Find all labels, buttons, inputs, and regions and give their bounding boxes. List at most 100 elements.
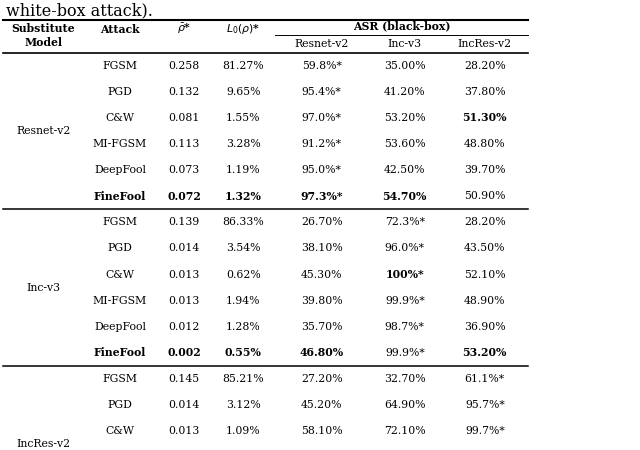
Text: 1.94%: 1.94% bbox=[226, 296, 260, 306]
Text: 53.20%: 53.20% bbox=[463, 347, 507, 358]
Text: 1.32%: 1.32% bbox=[225, 191, 262, 202]
Text: 0.002: 0.002 bbox=[167, 347, 201, 358]
Text: 99.9%*: 99.9%* bbox=[385, 348, 425, 358]
Text: 0.014: 0.014 bbox=[168, 400, 200, 410]
Text: 0.081: 0.081 bbox=[168, 113, 200, 123]
Text: 52.10%: 52.10% bbox=[464, 270, 506, 279]
Text: 0.145: 0.145 bbox=[168, 374, 200, 384]
Text: 72.3%*: 72.3%* bbox=[385, 217, 425, 227]
Text: 85.21%: 85.21% bbox=[222, 374, 264, 384]
Text: 51.30%: 51.30% bbox=[463, 112, 507, 123]
Text: FGSM: FGSM bbox=[102, 374, 138, 384]
Text: 81.27%: 81.27% bbox=[222, 61, 264, 71]
Text: 0.113: 0.113 bbox=[168, 139, 200, 149]
Text: PGD: PGD bbox=[108, 243, 132, 253]
Text: 64.90%: 64.90% bbox=[384, 400, 426, 410]
Text: 97.0%*: 97.0%* bbox=[301, 113, 342, 123]
Text: 28.20%: 28.20% bbox=[464, 217, 506, 227]
Text: 35.00%: 35.00% bbox=[384, 61, 426, 71]
Text: 9.65%: 9.65% bbox=[226, 87, 260, 97]
Text: IncRes-v2: IncRes-v2 bbox=[16, 439, 70, 449]
Text: PGD: PGD bbox=[108, 400, 132, 410]
Text: 0.073: 0.073 bbox=[168, 165, 200, 175]
Text: 28.20%: 28.20% bbox=[464, 61, 506, 71]
Text: 0.55%: 0.55% bbox=[225, 347, 262, 358]
Text: 0.62%: 0.62% bbox=[226, 270, 260, 279]
Text: 61.1%*: 61.1%* bbox=[465, 374, 505, 384]
Text: 0.013: 0.013 bbox=[168, 270, 200, 279]
Text: C&W: C&W bbox=[106, 270, 134, 279]
Text: Inc-v3: Inc-v3 bbox=[26, 283, 60, 293]
Text: 38.10%: 38.10% bbox=[301, 243, 342, 253]
Text: 26.70%: 26.70% bbox=[301, 217, 342, 227]
Text: 41.20%: 41.20% bbox=[384, 87, 426, 97]
Text: 95.7%*: 95.7%* bbox=[465, 400, 505, 410]
Text: 27.20%: 27.20% bbox=[301, 374, 342, 384]
Text: Attack: Attack bbox=[100, 24, 140, 35]
Text: 58.10%: 58.10% bbox=[301, 426, 342, 436]
Text: 3.12%: 3.12% bbox=[226, 400, 260, 410]
Text: 54.70%: 54.70% bbox=[383, 191, 427, 202]
Text: 100%*: 100%* bbox=[385, 269, 424, 280]
Text: 50.90%: 50.90% bbox=[464, 191, 506, 201]
Text: 97.3%*: 97.3%* bbox=[300, 191, 343, 202]
Text: 0.013: 0.013 bbox=[168, 426, 200, 436]
Text: 39.70%: 39.70% bbox=[464, 165, 506, 175]
Text: 0.132: 0.132 bbox=[168, 87, 200, 97]
Text: 43.50%: 43.50% bbox=[464, 243, 506, 253]
Text: 95.0%*: 95.0%* bbox=[301, 165, 342, 175]
Text: ASR (black-box): ASR (black-box) bbox=[353, 21, 451, 32]
Text: IncRes-v2: IncRes-v2 bbox=[458, 39, 512, 49]
Text: FGSM: FGSM bbox=[102, 61, 138, 71]
Text: MI-FGSM: MI-FGSM bbox=[93, 296, 147, 306]
Text: 96.0%*: 96.0%* bbox=[385, 243, 425, 253]
Text: 36.90%: 36.90% bbox=[464, 322, 506, 332]
Text: Resnet-v2: Resnet-v2 bbox=[16, 126, 70, 136]
Text: FineFool: FineFool bbox=[94, 191, 146, 202]
Text: FineFool: FineFool bbox=[94, 347, 146, 358]
Text: DeepFool: DeepFool bbox=[94, 322, 146, 332]
Text: Resnet-v2: Resnet-v2 bbox=[294, 39, 349, 49]
Text: 1.19%: 1.19% bbox=[226, 165, 260, 175]
Text: 86.33%: 86.33% bbox=[222, 217, 264, 227]
Text: 48.90%: 48.90% bbox=[464, 296, 506, 306]
Text: PGD: PGD bbox=[108, 87, 132, 97]
Text: 3.54%: 3.54% bbox=[226, 243, 260, 253]
Text: 53.60%: 53.60% bbox=[384, 139, 426, 149]
Text: 0.012: 0.012 bbox=[168, 322, 200, 332]
Text: 72.10%: 72.10% bbox=[384, 426, 426, 436]
Text: 39.80%: 39.80% bbox=[301, 296, 342, 306]
Text: 99.9%*: 99.9%* bbox=[385, 296, 425, 306]
Text: 37.80%: 37.80% bbox=[464, 87, 506, 97]
Text: Substitute
Model: Substitute Model bbox=[12, 23, 75, 48]
Text: C&W: C&W bbox=[106, 113, 134, 123]
Text: FGSM: FGSM bbox=[102, 217, 138, 227]
Text: 1.09%: 1.09% bbox=[226, 426, 260, 436]
Text: 99.7%*: 99.7%* bbox=[465, 426, 505, 436]
Text: 3.28%: 3.28% bbox=[226, 139, 260, 149]
Text: $L_0(\rho)$*: $L_0(\rho)$* bbox=[226, 22, 260, 36]
Text: 0.013: 0.013 bbox=[168, 296, 200, 306]
Text: 91.2%*: 91.2%* bbox=[301, 139, 342, 149]
Text: 98.7%*: 98.7%* bbox=[385, 322, 425, 332]
Text: 35.70%: 35.70% bbox=[301, 322, 342, 332]
Text: white-box attack).: white-box attack). bbox=[6, 2, 153, 19]
Text: 0.014: 0.014 bbox=[168, 243, 200, 253]
Text: MI-FGSM: MI-FGSM bbox=[93, 139, 147, 149]
Text: 1.55%: 1.55% bbox=[226, 113, 260, 123]
Text: $\bar{\rho}$*: $\bar{\rho}$* bbox=[177, 22, 191, 36]
Text: 45.30%: 45.30% bbox=[301, 270, 342, 279]
Text: 32.70%: 32.70% bbox=[384, 374, 426, 384]
Text: 46.80%: 46.80% bbox=[300, 347, 344, 358]
Text: 0.258: 0.258 bbox=[168, 61, 200, 71]
Text: 59.8%*: 59.8%* bbox=[301, 61, 342, 71]
Text: 48.80%: 48.80% bbox=[464, 139, 506, 149]
Text: 0.139: 0.139 bbox=[168, 217, 200, 227]
Text: C&W: C&W bbox=[106, 426, 134, 436]
Text: 45.20%: 45.20% bbox=[301, 400, 342, 410]
Text: 0.072: 0.072 bbox=[167, 191, 201, 202]
Text: 95.4%*: 95.4%* bbox=[301, 87, 342, 97]
Text: Inc-v3: Inc-v3 bbox=[388, 39, 422, 49]
Text: 53.20%: 53.20% bbox=[384, 113, 426, 123]
Text: 1.28%: 1.28% bbox=[226, 322, 260, 332]
